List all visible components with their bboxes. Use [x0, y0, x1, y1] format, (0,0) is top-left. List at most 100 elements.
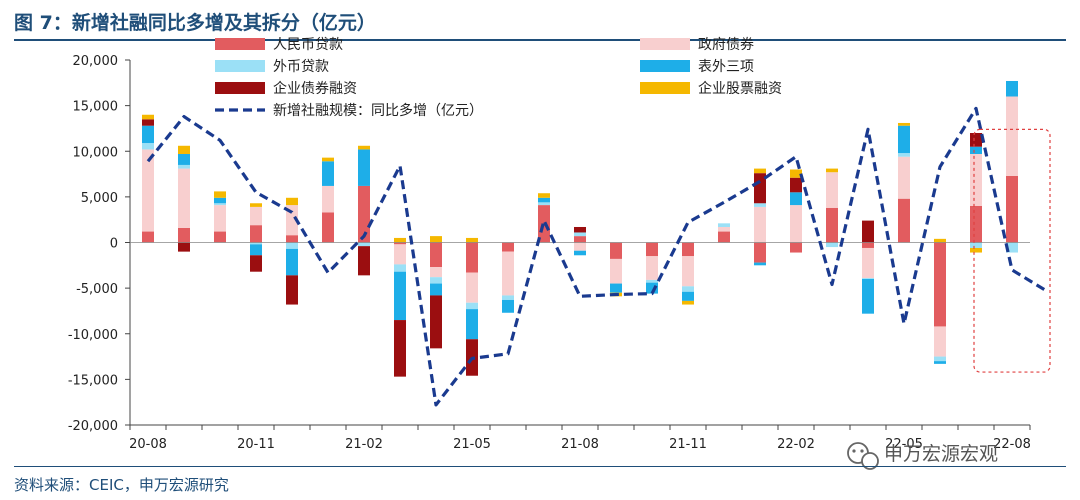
y-tick-label: 10,000	[73, 145, 119, 160]
bar-segment	[430, 242, 442, 268]
bar-segment	[178, 164, 190, 169]
legend-label: 人民币贷款	[273, 37, 343, 53]
x-tick-label: 22-02	[777, 437, 815, 452]
bar-segment	[646, 279, 658, 283]
bar-segment	[142, 125, 154, 144]
bar-segment	[394, 320, 406, 377]
bar-segment	[754, 206, 766, 243]
bar-segment	[502, 299, 514, 313]
bar-segment	[250, 225, 262, 243]
legend-swatch	[215, 38, 265, 50]
legend-swatch	[640, 60, 690, 72]
bar-segment	[646, 282, 658, 294]
bar-segment	[574, 226, 586, 233]
source-note: 资料来源：CEIC，申万宏源研究	[14, 476, 229, 494]
bar-segment	[790, 205, 802, 243]
bar-segment	[754, 242, 766, 263]
bar-segment	[574, 242, 586, 251]
latest-period-highlight-box	[973, 128, 1051, 373]
bar-segment	[286, 275, 298, 305]
bar-segment	[610, 258, 622, 284]
bar-segment	[898, 153, 910, 157]
bar-segment	[898, 125, 910, 154]
bar-segment	[862, 242, 874, 248]
bar-segment	[1006, 175, 1018, 243]
bar-segment	[970, 247, 982, 253]
bar-segment	[286, 205, 298, 236]
bar-segment	[142, 231, 154, 243]
bar-segment	[970, 206, 982, 243]
bar-segment	[358, 145, 370, 150]
bar-segment	[718, 223, 730, 227]
bar-segment	[934, 356, 946, 362]
bar-segment	[1006, 80, 1018, 97]
bar-segment	[898, 198, 910, 243]
bar-segment	[358, 246, 370, 276]
bar-segment	[214, 197, 226, 204]
x-tick-label: 20-11	[237, 437, 275, 452]
bar-segment	[610, 242, 622, 259]
bar-segment	[970, 242, 982, 248]
bar-segment	[826, 207, 838, 243]
bar-segment	[394, 244, 406, 265]
bar-segment	[826, 242, 838, 248]
bar-segment	[178, 242, 190, 252]
bar-segment	[898, 122, 910, 126]
line-series-yoy-increase	[146, 106, 1049, 407]
bar-segment	[502, 295, 514, 300]
legend-swatch	[640, 82, 690, 94]
bar-segment	[250, 244, 262, 256]
bar-segment	[142, 149, 154, 232]
source-rule	[14, 466, 1066, 467]
bar-segment	[250, 206, 262, 226]
x-tick-label: 21-02	[345, 437, 383, 452]
bar-segment	[934, 242, 946, 327]
bar-segment	[142, 143, 154, 150]
x-tick-label: 20-08	[129, 437, 167, 452]
bar-segment	[934, 238, 946, 243]
bar-segment	[682, 286, 694, 292]
wechat-logo-icon	[847, 442, 879, 470]
legend-label: 新增社融规模：同比多增（亿元）	[273, 102, 483, 119]
legend-label: 外币贷款	[273, 59, 329, 75]
bar-segment	[466, 237, 478, 243]
bar-segment	[358, 242, 370, 247]
bar-segment	[214, 205, 226, 232]
bar-segment	[574, 250, 586, 256]
bar-segment	[178, 145, 190, 154]
bar-segment	[754, 203, 766, 207]
legend-label: 政府债券	[698, 37, 754, 53]
title-rule	[14, 39, 1066, 41]
bar-segment	[178, 153, 190, 165]
bar-segment	[682, 300, 694, 305]
bar-segment	[682, 256, 694, 287]
bar-segment	[718, 226, 730, 232]
bar-segment	[646, 242, 658, 257]
bar-segment	[430, 277, 442, 284]
legend-swatch	[215, 82, 265, 94]
watermark: 申万宏源宏观	[847, 442, 998, 470]
bar-segment	[250, 242, 262, 245]
bar-segment	[430, 295, 442, 349]
legend-label: 企业债券融资	[273, 80, 357, 97]
bar-segment	[286, 242, 298, 249]
bar-segment	[178, 168, 190, 228]
bar-segment	[970, 153, 982, 206]
bar-segment	[826, 172, 838, 208]
bar-segment	[646, 256, 658, 280]
bar-segment	[970, 133, 982, 147]
bar-segment	[214, 231, 226, 243]
legend-swatch	[640, 38, 690, 50]
bar-segment	[718, 231, 730, 243]
bar-segment	[394, 264, 406, 272]
bar-segment	[358, 149, 370, 186]
bar-segment	[430, 283, 442, 296]
x-tick-label: 21-11	[669, 437, 707, 452]
y-tick-label: 5,000	[81, 191, 118, 206]
bar-segment	[790, 169, 802, 178]
bar-segment	[394, 242, 406, 245]
bar-segment	[898, 156, 910, 199]
bar-segment	[538, 193, 550, 198]
